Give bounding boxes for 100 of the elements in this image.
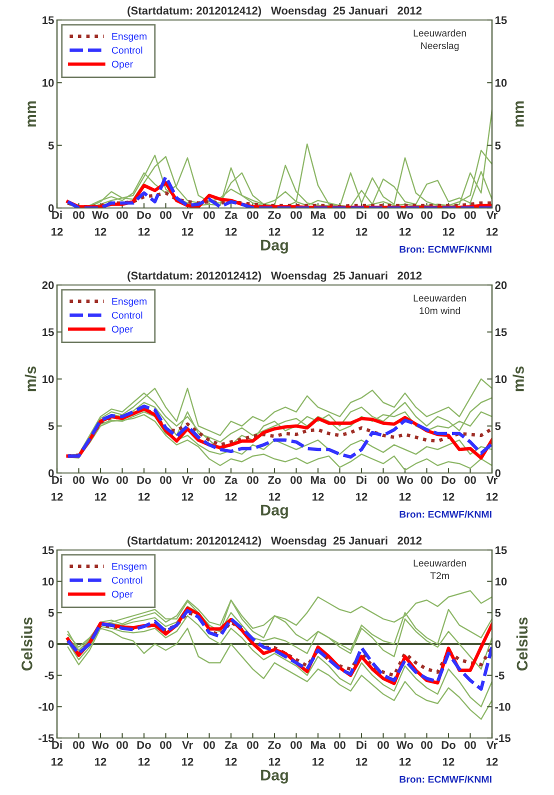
x-tick-label: Vr 12: [486, 741, 498, 766]
y2-tick-label: -15: [495, 734, 511, 742]
y2-tick-label: -5: [495, 672, 504, 680]
chart-title: (Startdatum: 2012012412) Woensdag 25 Januari 2012: [128, 6, 422, 17]
x-tick-label: Vr 12: [182, 741, 194, 766]
x-axis-title: Dag: [261, 770, 288, 784]
y-tick-label: 10: [42, 375, 54, 384]
x-tick-label: Vr 12: [182, 211, 194, 236]
legend-label: Ensgem: [112, 298, 146, 307]
y2-tick-label: 20: [495, 281, 507, 290]
y2-axis-title: m/s: [512, 366, 524, 392]
x-tick-label: Di 12: [356, 476, 368, 501]
text: Bron: ECMWF/KNMI: [400, 510, 492, 518]
x-tick-label: 00: [160, 476, 172, 484]
y2-axis-title: mm: [516, 101, 524, 127]
x-tick-label: Zo 12: [268, 476, 281, 501]
annotation: Leeuwarden Neerslag: [414, 29, 466, 52]
y-tick-label: 15: [42, 16, 54, 24]
x-tick-label: 00: [116, 476, 128, 484]
text: Bron: ECMWF/KNMI: [400, 776, 492, 783]
legend-label: Control: [112, 576, 142, 584]
y-tick-label: -10: [38, 702, 54, 711]
x-tick-label: 00: [378, 741, 389, 749]
x-tick-label: 00: [464, 741, 476, 749]
x-tick-label: Vr 12: [486, 211, 498, 236]
y2-tick-label: 5: [495, 142, 501, 150]
x-tick-label: 00: [116, 741, 128, 749]
x-tick-label: Di 12: [52, 210, 63, 236]
x-tick-label: Za 12: [224, 741, 238, 766]
x-tick-label: Zo 12: [268, 741, 281, 766]
y2-tick-label: 10: [495, 78, 507, 87]
legend-label: Control: [112, 312, 142, 319]
legend-label: Ensgem: [112, 32, 146, 42]
x-tick-label: 00: [334, 476, 346, 484]
x-tick-label: 00: [290, 741, 302, 749]
y-tick-label: 0: [48, 204, 54, 212]
y-tick-label: 10: [42, 578, 54, 586]
x-tick-label: Do 12: [137, 211, 151, 236]
x-tick-label: 00: [73, 211, 84, 219]
x-tick-label: Vr 12: [486, 476, 498, 501]
x-axis-title: Dag: [261, 240, 288, 254]
y2-tick-label: 5: [495, 609, 501, 617]
x-tick-label: 00: [160, 741, 172, 749]
y2-tick-label: 15: [495, 16, 507, 24]
x-tick-label: Wo 12: [396, 211, 414, 236]
y2-tick-label: 0: [495, 469, 500, 478]
x-tick-label: 00: [247, 741, 258, 749]
x-tick-label: 00: [290, 211, 302, 219]
x-tick-label: Di 12: [52, 476, 63, 501]
annotation: Leeuwarden 10m wind: [414, 294, 466, 314]
y2-tick-label: 15: [495, 546, 507, 554]
legend-label: Control: [112, 46, 142, 54]
x-tick-label: 00: [464, 211, 476, 219]
y2-tick-label: 10: [495, 375, 507, 384]
x-tick-label: Do 12: [442, 476, 456, 501]
y-tick-label: -5: [44, 672, 54, 680]
chart-title: (Startdatum: 2012012412) Woensdag 25 Januari 2012: [128, 271, 422, 282]
x-tick-label: Wo 12: [92, 211, 109, 236]
x-tick-label: 00: [421, 211, 432, 219]
x-tick-label: Di 12: [356, 210, 368, 236]
x-tick-label: 00: [116, 211, 128, 219]
y-tick-label: 5: [48, 142, 54, 150]
x-tick-label: 00: [334, 741, 346, 749]
x-tick-label: 00: [204, 211, 215, 219]
x-tick-label: Zo 12: [268, 211, 281, 236]
x-tick-label: 00: [204, 476, 215, 484]
x-tick-label: 00: [334, 211, 346, 219]
legend-label: Ensgem: [112, 562, 146, 572]
y-tick-label: 0: [48, 469, 54, 478]
y-tick-label: 15: [42, 328, 54, 336]
x-tick-label: Ma 12: [311, 476, 326, 501]
x-tick-label: Do 12: [442, 741, 456, 766]
x-tick-label: Ma 12: [311, 211, 326, 236]
y2-tick-label: 5: [495, 422, 501, 430]
x-tick-label: Wo 12: [396, 741, 414, 766]
y-axis-title: Celsius: [21, 617, 32, 671]
x-tick-label: 00: [247, 211, 258, 219]
legend-label: Oper: [112, 326, 133, 335]
y-tick-label: 5: [48, 422, 54, 430]
y-tick-label: 15: [42, 546, 54, 554]
y2-tick-label: 0: [495, 640, 500, 648]
x-tick-label: Wo 12: [92, 741, 109, 766]
annotation: Leeuwarden T2m: [414, 559, 466, 580]
y-tick-label: 10: [42, 78, 54, 87]
x-axis-title: Dag: [261, 504, 288, 519]
x-tick-label: Za 12: [224, 476, 238, 501]
y-axis-title: mm: [28, 101, 36, 127]
x-tick-label: Wo 12: [396, 476, 414, 501]
y2-tick-label: 10: [495, 578, 507, 586]
x-tick-label: Za 12: [224, 211, 238, 236]
y2-tick-label: 0: [495, 204, 500, 212]
x-tick-label: 00: [421, 476, 432, 484]
x-tick-label: Di 12: [52, 740, 63, 766]
x-tick-label: 00: [464, 476, 476, 484]
x-tick-label: 00: [160, 211, 172, 219]
x-tick-label: 00: [247, 476, 258, 484]
x-tick-label: 00: [378, 211, 389, 219]
x-tick-label: 00: [73, 741, 84, 749]
x-tick-label: 00: [378, 476, 389, 484]
x-tick-label: Do 12: [442, 211, 456, 236]
